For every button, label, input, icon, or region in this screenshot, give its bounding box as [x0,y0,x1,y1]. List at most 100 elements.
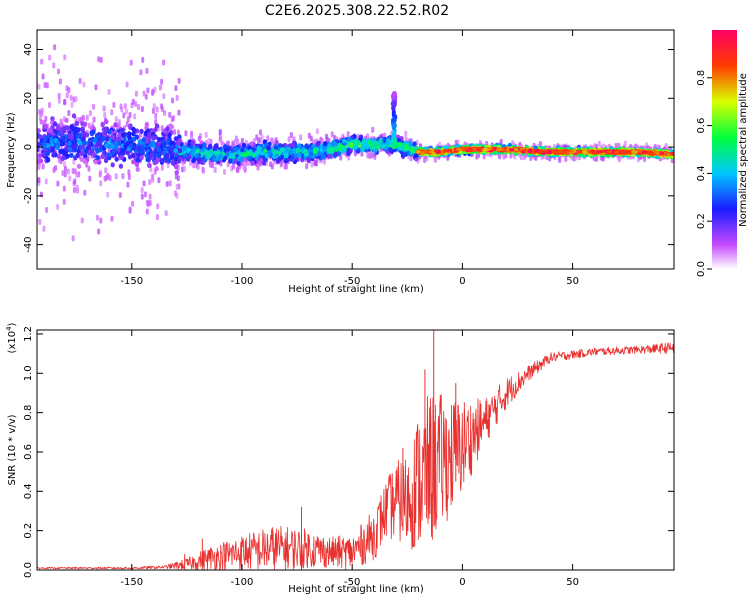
heatmap-cell-faint [62,198,66,205]
snr-frame [36,329,675,571]
heatmap-cell [95,154,100,161]
heatmap-cell-faint [38,218,42,225]
heatmap-cell-faint [41,163,45,170]
heatmap-cell [234,146,239,152]
heatmap-cell [47,128,53,134]
heatmap-ridge-cell [648,151,654,155]
heatmap-cell [283,158,288,164]
heatmap-cell [100,122,105,128]
heatmap-cell [204,149,209,155]
snr-panel: -150 -100 -50 0 50 0.00.20.40.60.81.01.2 Hei… [5,322,675,595]
heatmap-cell [41,152,46,158]
heatmap-cell-faint [162,59,166,66]
heatmap-cell-faint [564,156,568,163]
heatmap-cell [165,126,170,132]
heatmap-ridge-cell [655,151,661,155]
heatmap-cell-faint [57,68,61,75]
heatmap-cell [261,160,267,166]
heatmap-cell-faint [148,193,152,200]
heatmap-cell [117,140,122,146]
heatmap-cell [37,159,41,165]
heatmap-cell [144,121,150,127]
heatmap-cell [70,144,76,150]
snr-x-label: Height of straight line (km) [288,584,424,595]
heatmap-cell [62,150,68,156]
heatmap-cell [382,138,387,144]
heatmap-cell [410,146,415,153]
heatmap-cell [56,140,61,146]
heatmap-cell [56,153,62,159]
heatmap-cell-faint [152,103,156,110]
heatmap-cell-faint [82,81,86,88]
heatmap-cell-faint [242,164,246,171]
heatmap-cell-faint [67,110,71,117]
heatmap-cell [121,132,126,138]
heatmap-cell-faint [133,113,137,120]
heatmap-cell [245,151,250,157]
y-tick-label: 0 [23,144,34,150]
heatmap-cell-faint [134,90,138,97]
heatmap-cell-faint [121,173,125,180]
heatmap-ridge-cell [433,149,439,153]
heatmap-cell-faint [204,131,208,138]
heatmap-cell-faint [103,175,107,182]
heatmap-cell [51,152,56,158]
heatmap-cell [143,130,149,136]
heatmap-cell-faint [63,98,67,105]
x-tick-label: -100 [231,276,254,287]
heatmap-cell-faint [140,193,144,200]
heatmap-spike-cell [392,139,397,146]
heatmap-cell [37,141,42,148]
heatmap-cell-faint [299,134,303,141]
heatmap-cell [296,152,302,158]
x-tick-label: -100 [231,577,254,588]
heatmap-cell-faint [236,138,240,145]
heatmap-cell-faint [160,103,164,110]
heatmap-cell-faint [168,180,172,187]
heatmap-cell [132,127,137,134]
heatmap-cell-faint [287,136,291,143]
heatmap-ridge-cell [487,146,493,151]
heatmap-cell [280,146,286,153]
heatmap-cell [315,141,320,148]
heatmap-cell-faint [158,84,162,91]
heatmap-cell [74,120,80,127]
heatmap-cell-faint [106,172,110,179]
heatmap-ridge-cell [617,150,623,155]
heatmap-cell [76,127,81,133]
heatmap-cell [82,158,88,164]
heatmap-cell [64,117,69,123]
heatmap-cell [355,148,361,154]
heatmap-cell [191,148,196,154]
heatmap-cell [214,143,219,149]
heatmap-cell-faint [63,54,67,61]
heatmap-cell-faint [63,171,67,178]
heatmap-cell [38,134,43,140]
heatmap-cell [69,135,74,141]
heatmap-cell-faint [247,159,251,166]
snr-y-label: SNR (10 * v/v) [7,414,18,485]
heatmap-cell [412,141,417,147]
heatmap-cell-faint [279,161,283,168]
heatmap-ridge-cell [423,149,429,154]
heatmap-cell-faint [73,178,77,185]
heatmap-cell-faint [102,105,106,112]
heatmap-cell-faint [37,177,41,184]
heatmap-cell [107,143,112,149]
heatmap-cell [114,156,119,162]
heatmap-cell [42,141,47,147]
heatmap-cell-faint [71,235,75,242]
heatmap-cell-faint [117,119,121,126]
heatmap-cell-faint [45,207,49,214]
heatmap-cell [320,154,326,160]
heatmap-cell [174,169,179,176]
x-tick-label: 0 [459,577,465,588]
heatmap-cell [104,143,109,149]
heatmap-cell-faint [131,98,135,105]
heatmap-cell [89,141,94,148]
heatmap-cell-faint [98,169,102,176]
heatmap-cell [379,137,384,144]
heatmap-cell-faint [97,228,101,235]
heatmap-cell-faint [114,116,118,123]
heatmap-cell-faint [73,168,77,175]
